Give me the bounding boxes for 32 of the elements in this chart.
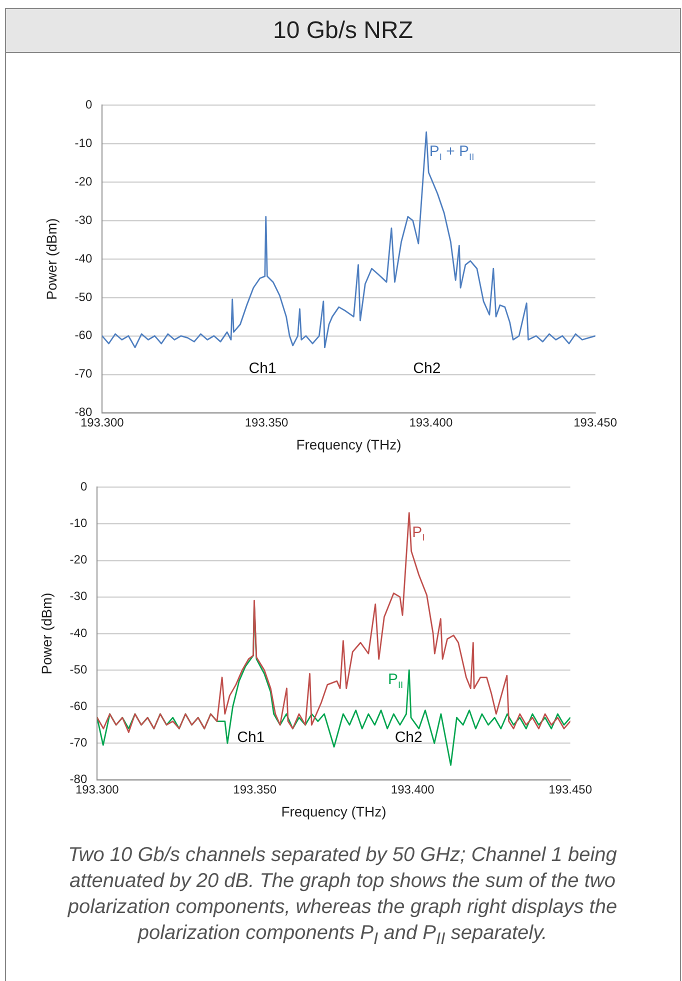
y-tick-label: -10 — [74, 136, 92, 150]
y-axis-title: Power (dBm) — [43, 218, 60, 300]
x-axis-title: Frequency (THz) — [296, 436, 402, 452]
text: Two 10 Gb/s channels separated by 50 GHz; Channel 1 being attenuated by 20 dB. The graph top shows the sum of the two polarization components, whereas the graph right displays the polarization components P$_{I}$ and P$_{II}$ separately. — [66, 843, 618, 950]
x-axis-title: Frequency (THz) — [281, 803, 386, 820]
y-tick-label: -70 — [70, 736, 88, 750]
y-tick-label: -10 — [70, 516, 88, 530]
x-tick-label: 193.350 — [244, 415, 289, 430]
y-tick-label: -30 — [70, 589, 88, 604]
x-tick-label: 193.350 — [233, 782, 277, 796]
y-tick-label: -50 — [74, 290, 92, 304]
y-tick-label: -20 — [74, 174, 92, 188]
y-tick-label: -30 — [74, 212, 92, 227]
x-tick-label: 193.400 — [390, 782, 435, 796]
x-tick-label: 193.450 — [574, 415, 618, 430]
y-axis-title: Power (dBm) — [38, 592, 54, 674]
chart-title: 10 Gb/s NRZ — [6, 9, 680, 53]
x-tick-label: 193.450 — [548, 782, 592, 796]
annotation: Ch2 — [413, 360, 441, 377]
y-tick-label: 0 — [85, 98, 92, 112]
y-tick-label: -70 — [74, 366, 92, 381]
y-tick-label: -40 — [70, 626, 88, 640]
y-tick-label: -60 — [74, 328, 92, 342]
y-tick-label: 0 — [80, 480, 88, 494]
y-tick-label: -20 — [70, 552, 88, 567]
y-tick-label: -40 — [74, 251, 92, 266]
annotation: Ch2 — [394, 728, 422, 746]
x-tick-label: 193.400 — [409, 415, 453, 430]
annotation: Ch1 — [237, 728, 265, 746]
annotation: Ch1 — [248, 360, 276, 377]
y-tick-label: -60 — [70, 698, 88, 713]
y-tick-label: -50 — [70, 662, 88, 676]
